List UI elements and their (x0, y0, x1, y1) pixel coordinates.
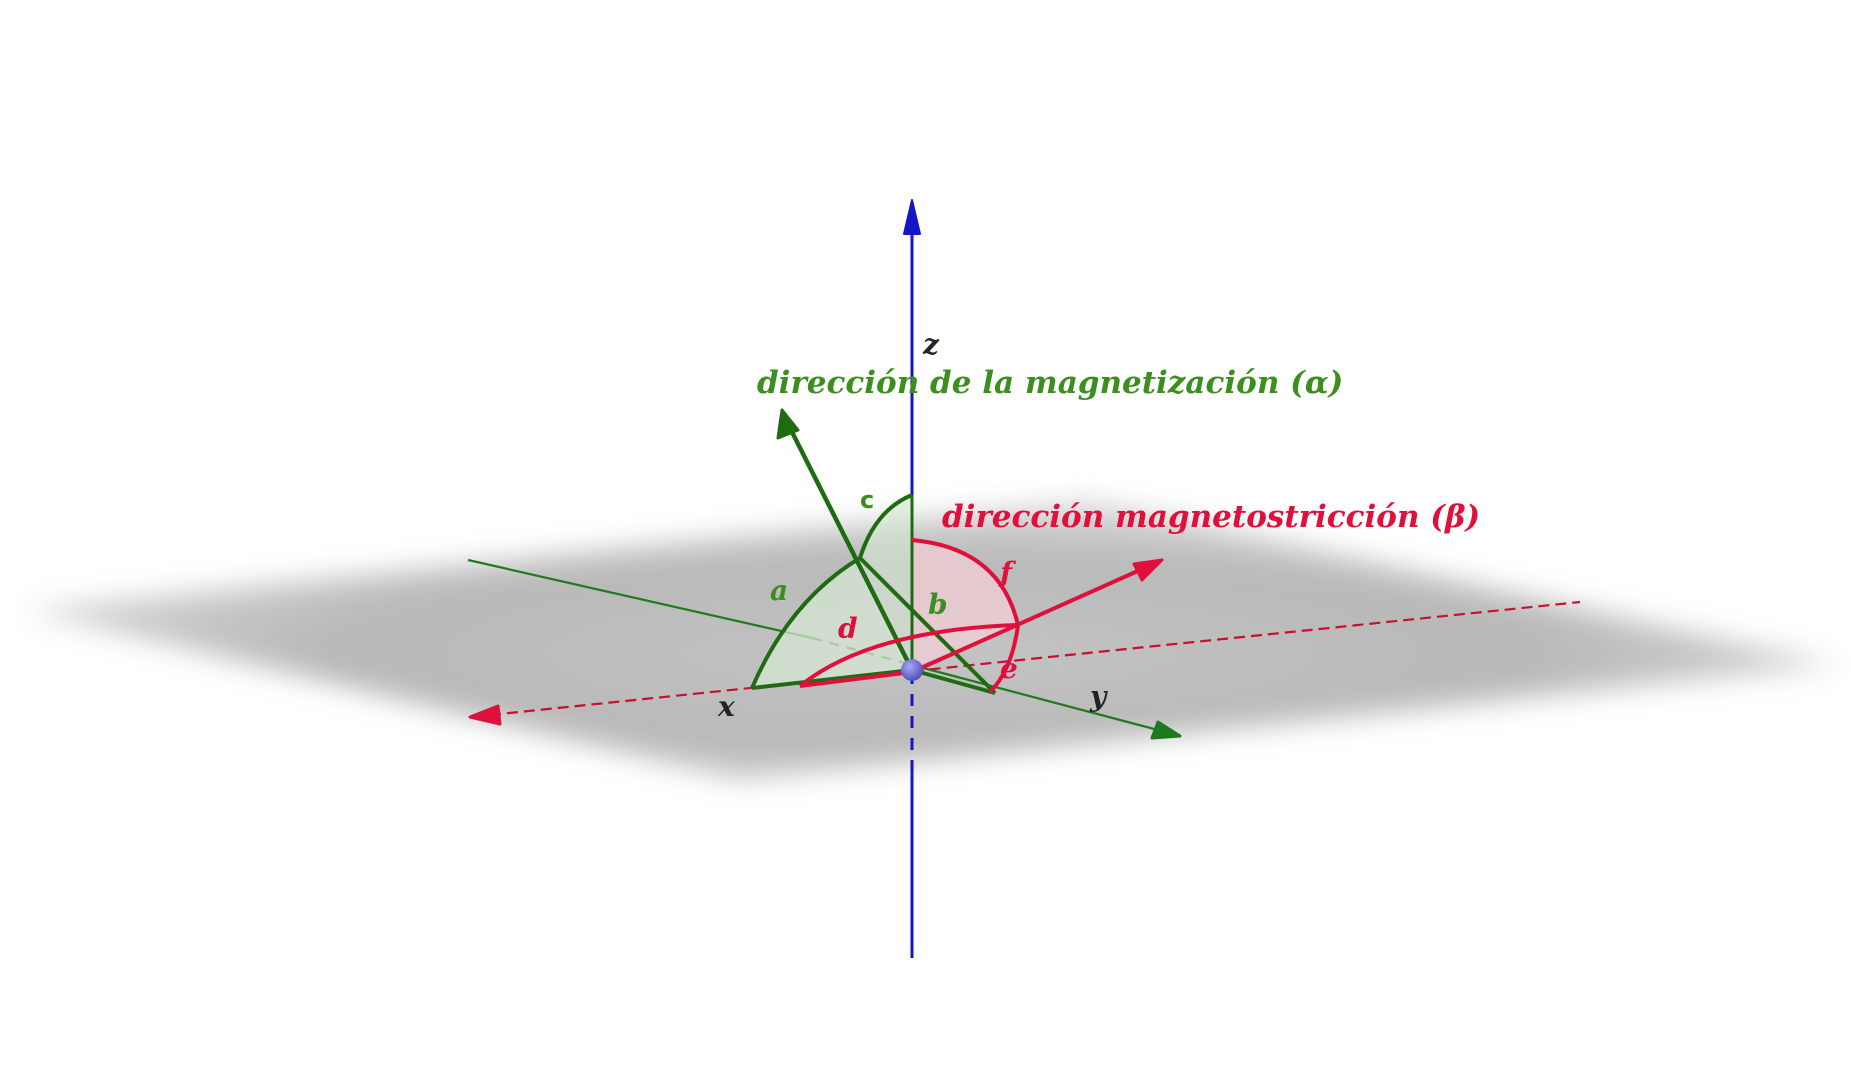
segment-x-origin-red (799, 670, 913, 688)
angle-label-c: c (860, 486, 874, 514)
y-axis-back (467, 558, 813, 640)
magnetization-vector (787, 426, 915, 672)
angle-label-b: b (928, 588, 948, 621)
angle-label-a: a (770, 574, 788, 607)
magnetization-arrow-icon (776, 408, 800, 440)
arc-d (798, 623, 1019, 688)
angle-label-d: d (838, 612, 858, 645)
x-axis-arrow-icon (468, 704, 502, 726)
arc-a (750, 556, 862, 689)
angle-label-e: e (1000, 652, 1018, 685)
arc-c (858, 493, 913, 559)
x-axis-label: x (717, 690, 735, 723)
segment-origin-to-y (911, 668, 996, 695)
y-axis-label: y (1089, 680, 1108, 713)
segment-x-to-origin (751, 668, 913, 690)
z-axis-label: z (922, 328, 940, 361)
x-axis (489, 600, 1581, 717)
arc-f (911, 538, 1020, 626)
magnetization-label: dirección de la magnetización (α) (757, 365, 1343, 401)
magnetostriction-vector (911, 568, 1141, 674)
y-axis (911, 663, 1159, 732)
projection-b-line (858, 556, 997, 695)
arc-e (988, 624, 1020, 694)
origin-point[interactable] (901, 659, 923, 681)
y-axis-arrow-icon (1150, 720, 1182, 740)
z-axis-arrow-icon (903, 199, 921, 235)
magnetostriction-arrow-icon (1132, 558, 1164, 582)
magnetostriction-label: dirección magnetostricción (β) (942, 499, 1480, 535)
